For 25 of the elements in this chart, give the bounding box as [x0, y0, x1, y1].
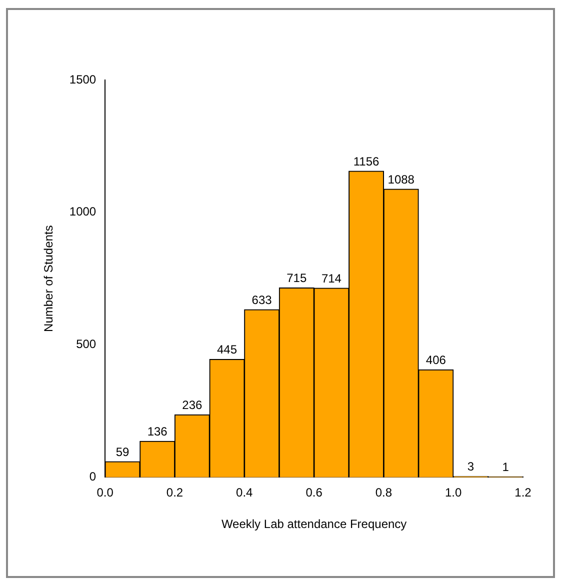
x-tick-label: 0.0: [96, 486, 114, 500]
y-tick-label: 1500: [69, 72, 96, 86]
y-tick-label: 0: [89, 470, 96, 484]
y-tick-label: 500: [76, 337, 96, 352]
data-label: 1: [502, 460, 510, 474]
x-tick-label: 1.0: [445, 486, 462, 500]
x-tick-label: 0.6: [306, 486, 323, 500]
data-label: 236: [182, 398, 202, 412]
data-label: 136: [147, 424, 168, 438]
x-tick-label: 0.8: [375, 486, 392, 500]
y-tick-label: 1000: [69, 204, 96, 219]
data-label: 406: [426, 353, 446, 368]
data-label: 1088: [388, 172, 415, 186]
data-label: 715: [286, 271, 307, 286]
x-tick-label: 0.2: [166, 486, 184, 500]
x-axis-title: Weekly Lab attendance Frequency: [221, 517, 407, 532]
data-label: 3: [467, 460, 474, 474]
data-label: 59: [116, 444, 130, 459]
data-label: 633: [252, 292, 272, 307]
x-tick-label: 1.2: [514, 486, 532, 500]
x-tick-label: 0.4: [236, 486, 254, 500]
data-label: 714: [321, 271, 342, 286]
y-axis-title: Number of Students: [42, 225, 56, 332]
data-label: 445: [216, 342, 238, 357]
data-label: 1156: [353, 154, 380, 168]
